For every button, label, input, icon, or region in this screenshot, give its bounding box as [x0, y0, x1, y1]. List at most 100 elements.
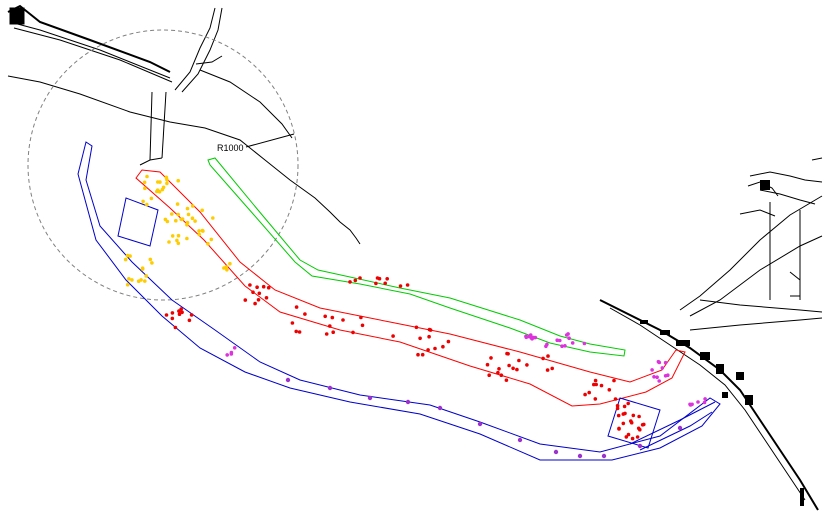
yellow-point: [149, 196, 154, 201]
coastline-main: [7, 75, 361, 245]
red-point: [294, 329, 299, 334]
red-point: [592, 382, 596, 387]
quay: [749, 171, 823, 183]
red-point: [255, 285, 259, 290]
red-point: [261, 284, 266, 289]
red-point: [616, 413, 621, 418]
magenta-point: [545, 342, 549, 347]
yellow-point: [167, 240, 171, 244]
magenta-point: [650, 368, 654, 372]
red-point: [525, 363, 529, 367]
yellow-point: [176, 178, 180, 183]
red-point: [391, 334, 395, 338]
magenta-point: [652, 375, 656, 379]
yellow-point: [228, 261, 232, 266]
red-point: [266, 285, 271, 290]
blue-route-point: [517, 437, 523, 443]
channel-wall: [161, 91, 167, 159]
red-point: [550, 366, 554, 371]
port-bit: [745, 395, 753, 405]
red-point: [507, 363, 511, 368]
magenta-point: [688, 403, 693, 407]
red-point: [180, 310, 184, 315]
channel-wall: [139, 157, 163, 166]
magenta-point: [663, 360, 668, 365]
blue-route-inner: [639, 411, 713, 451]
port-bit: [676, 340, 690, 346]
yellow-point: [190, 204, 195, 208]
port-clutter: [640, 180, 804, 506]
red-point: [499, 373, 504, 378]
red-point: [351, 330, 355, 335]
red-point: [635, 435, 640, 439]
red-point: [623, 411, 627, 416]
red-point: [256, 298, 261, 302]
magenta-point: [656, 359, 661, 364]
yellow-point: [211, 216, 215, 220]
magenta-point: [555, 338, 559, 343]
magenta-point: [524, 334, 528, 339]
yellow-point: [156, 180, 160, 184]
blue-route-point: [285, 377, 291, 383]
blue-route-point: [405, 399, 411, 405]
red-point: [323, 314, 328, 319]
red-point: [427, 334, 431, 339]
yellow-point: [185, 206, 190, 211]
magenta-point: [657, 379, 661, 383]
yellow-point: [209, 237, 214, 242]
red-point: [420, 352, 425, 357]
red-point: [416, 352, 420, 357]
magenta-point: [560, 344, 564, 349]
red-point: [642, 422, 646, 427]
corner-block: [9, 7, 25, 25]
radius-label: R1000: [217, 143, 244, 153]
red-point: [341, 318, 345, 322]
magenta-point: [663, 374, 668, 378]
red-point: [303, 312, 307, 316]
red-point: [414, 325, 419, 330]
red-point: [612, 378, 616, 383]
red-route[interactable]: [135, 169, 686, 407]
jetty: [181, 7, 223, 93]
blue-route-point: [553, 449, 559, 455]
red-point: [583, 392, 587, 397]
red-point: [248, 283, 252, 287]
blue-box-left[interactable]: [117, 197, 159, 247]
blue-route-point: [577, 453, 583, 459]
red-point: [290, 321, 295, 325]
port-bit: [660, 330, 670, 335]
red-point: [348, 280, 352, 284]
jetty: [195, 55, 223, 65]
magenta-point: [703, 397, 707, 401]
red-point: [607, 388, 612, 392]
blue-box-right[interactable]: [607, 397, 661, 449]
red-point: [170, 311, 175, 315]
red-point: [418, 336, 422, 341]
green-route[interactable]: [207, 157, 626, 357]
red-point: [359, 315, 363, 320]
red-point: [264, 296, 269, 300]
red-point: [496, 370, 500, 375]
yellow-point: [143, 186, 147, 191]
survey-points: [123, 174, 707, 459]
red-point: [253, 301, 257, 306]
magenta-point: [528, 333, 533, 337]
port-bit: [736, 372, 744, 380]
yellow-point: [150, 261, 154, 265]
yellow-point: [190, 216, 195, 220]
yellow-point: [200, 208, 204, 213]
red-point: [631, 413, 636, 418]
channel-wall: [149, 91, 153, 161]
blue-route-point: [327, 385, 333, 391]
red-point: [358, 276, 362, 280]
red-point: [353, 278, 358, 283]
port-bit: [760, 180, 770, 190]
port-bit: [700, 352, 710, 360]
red-point: [257, 291, 262, 296]
yellow-point: [176, 212, 180, 217]
red-point: [398, 284, 403, 288]
red-point: [385, 277, 390, 281]
blue-route-point: [477, 421, 483, 427]
shore-line: [199, 69, 293, 139]
